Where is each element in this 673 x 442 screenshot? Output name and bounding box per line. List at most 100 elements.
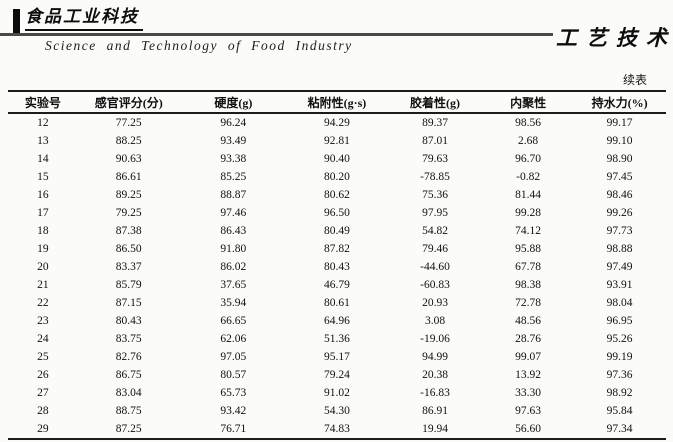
value-cell: 3.08 xyxy=(424,315,446,327)
value-cell: 95.26 xyxy=(606,333,633,345)
value-cell: 88.87 xyxy=(220,189,247,201)
value-cell: 96.95 xyxy=(606,315,633,327)
value-cell: 92.81 xyxy=(324,135,350,147)
table-row: 20 83.37 86.02 80.43 -44.60 67.78 97.49 xyxy=(8,258,666,276)
value-cell: 46.79 xyxy=(324,279,350,291)
table-row: 12 77.25 96.24 94.29 89.37 98.56 99.17 xyxy=(8,113,666,132)
table-row: 19 86.50 91.80 87.82 79.46 95.88 98.88 xyxy=(8,240,666,258)
value-cell: 88.25 xyxy=(115,135,142,147)
experiment-number-cell: 19 xyxy=(37,243,49,255)
table-row: 14 90.63 93.38 90.40 79.63 96.70 98.90 xyxy=(8,150,666,168)
value-cell: 95.84 xyxy=(606,405,633,417)
table-row: 15 86.61 85.25 80.20 -78.85 -0.82 97.45 xyxy=(8,168,666,186)
experiment-number-cell: 29 xyxy=(37,423,49,435)
value-cell: 97.45 xyxy=(606,171,633,183)
section-title: 工艺技术 xyxy=(556,26,673,50)
value-cell: 98.38 xyxy=(515,279,542,291)
value-cell: 77.25 xyxy=(115,117,142,129)
value-cell: 56.60 xyxy=(515,423,542,435)
value-cell: 48.56 xyxy=(515,315,542,327)
value-cell: 75.36 xyxy=(422,189,448,201)
table-row: 16 89.25 88.87 80.62 75.36 81.44 98.46 xyxy=(8,186,666,204)
value-cell: -16.83 xyxy=(420,387,450,399)
value-cell: 83.75 xyxy=(115,333,142,345)
value-cell: 90.63 xyxy=(115,153,142,165)
experiment-number-cell: 20 xyxy=(37,261,49,273)
experiment-number-cell: 14 xyxy=(37,153,49,165)
value-cell: 99.10 xyxy=(606,135,633,147)
table-row: 13 88.25 93.49 92.81 87.01 2.68 99.10 xyxy=(8,132,666,150)
value-cell: 97.73 xyxy=(606,225,633,237)
value-cell: 67.78 xyxy=(515,261,542,273)
value-cell: 99.17 xyxy=(606,117,633,129)
experiment-number-cell: 25 xyxy=(37,351,49,363)
value-cell: 28.76 xyxy=(515,333,542,345)
value-cell: 37.65 xyxy=(220,279,247,291)
column-header: 感官评分(分) xyxy=(94,95,163,110)
value-cell: 99.26 xyxy=(606,207,633,219)
value-cell: 66.65 xyxy=(220,315,247,327)
value-cell: 79.24 xyxy=(324,369,350,381)
value-cell: 65.73 xyxy=(220,387,247,399)
experiment-number-cell: 24 xyxy=(37,333,49,345)
value-cell: 80.49 xyxy=(324,225,350,237)
value-cell: 85.79 xyxy=(115,279,142,291)
table-header-row: 实验号 感官评分(分) 硬度(g) 粘附性(g·s) 胶着性(g) 内聚性 持水力(%) xyxy=(8,91,666,113)
value-cell: -19.06 xyxy=(420,333,450,345)
value-cell: 95.88 xyxy=(515,243,542,255)
value-cell: 94.29 xyxy=(324,117,350,129)
value-cell: 74.12 xyxy=(515,225,542,237)
journal-logo-chinese: 食品工业科技 xyxy=(25,7,143,31)
value-cell: 79.25 xyxy=(115,207,142,219)
value-cell: 72.78 xyxy=(515,297,542,309)
masthead-bar xyxy=(13,9,20,36)
value-cell: 98.56 xyxy=(515,117,542,129)
column-header: 粘附性(g·s) xyxy=(307,95,367,110)
value-cell: 98.90 xyxy=(606,153,633,165)
table-row: 21 85.79 37.65 46.79 -60.83 98.38 93.91 xyxy=(8,276,666,294)
masthead-rule xyxy=(0,33,553,36)
value-cell: 20.93 xyxy=(422,297,448,309)
value-cell: 93.91 xyxy=(606,279,633,291)
value-cell: 64.96 xyxy=(324,315,350,327)
value-cell: 94.99 xyxy=(422,351,448,363)
value-cell: -60.83 xyxy=(420,279,450,291)
value-cell: 97.95 xyxy=(422,207,448,219)
experiment-number-cell: 12 xyxy=(37,117,49,129)
value-cell: 96.24 xyxy=(220,117,247,129)
experiment-number-cell: 16 xyxy=(37,189,49,201)
value-cell: 85.25 xyxy=(220,171,247,183)
value-cell: 97.46 xyxy=(220,207,247,219)
experiment-number-cell: 15 xyxy=(37,171,49,183)
value-cell: 99.28 xyxy=(515,207,542,219)
table-row: 23 80.43 66.65 64.96 3.08 48.56 96.95 xyxy=(8,312,666,330)
table-row: 26 86.75 80.57 79.24 20.38 13.92 97.36 xyxy=(8,366,666,384)
value-cell: 88.75 xyxy=(115,405,142,417)
value-cell: 96.70 xyxy=(515,153,542,165)
continued-table-label: 续表 xyxy=(622,73,647,87)
value-cell: 90.40 xyxy=(324,153,350,165)
value-cell: 98.04 xyxy=(606,297,633,309)
value-cell: 81.44 xyxy=(515,189,542,201)
value-cell: 87.01 xyxy=(422,135,448,147)
value-cell: 98.88 xyxy=(606,243,633,255)
value-cell: 93.38 xyxy=(220,153,247,165)
value-cell: 87.25 xyxy=(115,423,142,435)
value-cell: 97.49 xyxy=(606,261,633,273)
value-cell: 89.37 xyxy=(422,117,448,129)
table-row: 24 83.75 62.06 51.36 -19.06 28.76 95.26 xyxy=(8,330,666,348)
value-cell: 79.63 xyxy=(422,153,448,165)
value-cell: 35.94 xyxy=(220,297,247,309)
value-cell: 93.42 xyxy=(220,405,247,417)
value-cell: 99.19 xyxy=(606,351,633,363)
column-header: 内聚性 xyxy=(510,95,547,110)
table-row: 22 87.15 35.94 80.61 20.93 72.78 98.04 xyxy=(8,294,666,312)
value-cell: 79.46 xyxy=(422,243,448,255)
column-header: 持水力(%) xyxy=(591,95,648,110)
value-cell: 62.06 xyxy=(220,333,247,345)
value-cell: 76.71 xyxy=(220,423,247,435)
value-cell: 98.46 xyxy=(606,189,633,201)
table-row: 29 87.25 76.71 74.83 19.94 56.60 97.34 xyxy=(8,420,666,439)
table-row: 25 82.76 97.05 95.17 94.99 99.07 99.19 xyxy=(8,348,666,366)
